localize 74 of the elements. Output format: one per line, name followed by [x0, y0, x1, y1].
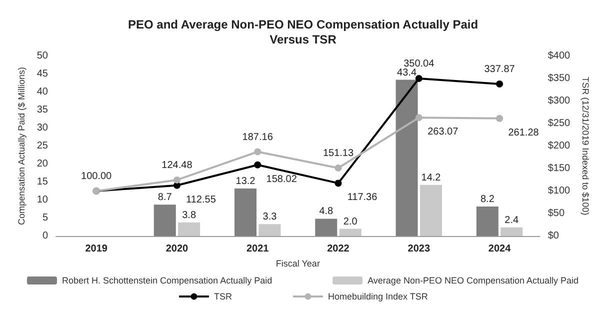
data-label: 100.00	[81, 171, 112, 182]
data-label: 3.8	[182, 210, 196, 221]
y-tick-label: 5	[42, 212, 48, 224]
data-label: 14.2	[421, 172, 442, 184]
point	[496, 114, 504, 122]
data-label: 117.36	[347, 192, 378, 204]
x-tick-label: 2022	[327, 244, 350, 254]
y-tick-label: 40	[36, 86, 48, 98]
x-tick-label: 2021	[246, 244, 270, 254]
y2-tick-label: $150	[548, 163, 571, 174]
legend-label: TSR	[214, 292, 232, 302]
y-tick-label: 10	[36, 194, 48, 206]
point	[254, 148, 262, 156]
data-label: 3.3	[262, 212, 278, 223]
y-tick-label: 20	[36, 158, 48, 170]
point	[415, 74, 422, 82]
y-tick-label: 35	[36, 104, 48, 116]
data-label: 158.02	[266, 174, 298, 185]
bar	[315, 218, 338, 236]
bar	[420, 184, 442, 236]
data-label: 350.04	[404, 58, 435, 70]
y-tick-label: 0	[42, 230, 48, 242]
data-label: 112.55	[186, 194, 216, 206]
bar	[234, 188, 257, 236]
x-axis-title: Fiscal Year	[276, 258, 320, 268]
data-label: 13.2	[236, 176, 256, 187]
bar	[476, 206, 498, 236]
point	[173, 176, 180, 184]
y-tick-label: 45	[36, 68, 48, 80]
bar	[339, 228, 362, 236]
y-tick-label: 15	[36, 176, 48, 188]
y2-tick-label: $100	[548, 186, 571, 196]
point	[496, 80, 504, 88]
data-label: 187.16	[242, 132, 274, 143]
y-tick-label: 50	[36, 50, 48, 62]
legend-label: Robert H. Schottenstein Compensation Actually Paid	[62, 276, 272, 286]
y-tick-label: 25	[36, 140, 48, 152]
y2-tick-label: $250	[548, 118, 571, 129]
bar	[500, 227, 523, 236]
data-label: 4.8	[319, 206, 334, 218]
x-tick-label: 2019	[85, 244, 108, 254]
y2-tick-label: $350	[548, 73, 571, 84]
bar	[396, 80, 418, 236]
y2-axis-title: TSR (12/31/2019 Indexed to $100)	[580, 76, 590, 216]
point	[415, 114, 422, 122]
data-label: 2.4	[504, 214, 520, 226]
data-label: 8.2	[480, 194, 495, 205]
data-label: 8.7	[158, 192, 172, 204]
y2-tick-label: $200	[548, 140, 571, 152]
data-label: 263.07	[428, 126, 459, 138]
y2-tick-label: $300	[548, 96, 571, 106]
data-label: 337.87	[484, 64, 516, 75]
data-label: 151.13	[322, 148, 354, 159]
chart-title: PEO and Average Non-PEO NEO Compensation Actually Paid Versus TSR	[128, 18, 478, 46]
x-tick-label: 2024	[488, 244, 512, 254]
x-tick-label: 2023	[408, 244, 430, 254]
point	[334, 164, 342, 172]
bar	[154, 204, 176, 236]
point	[334, 180, 342, 187]
data-label: 124.48	[162, 160, 193, 171]
bar	[178, 222, 200, 236]
y-axis-title: Compensation Actually Paid ($ Millions)	[16, 66, 26, 226]
data-label: 2.0	[343, 216, 358, 228]
legend-label: Average Non-PEO NEO Compensation Actually Paid	[368, 276, 579, 286]
y2-tick-label: $50	[548, 208, 565, 219]
data-label: 261.28	[508, 127, 540, 138]
y-tick-label: 30	[36, 122, 48, 134]
bar	[258, 224, 281, 236]
point	[254, 161, 262, 168]
x-tick-label: 2020	[166, 244, 189, 254]
y2-tick-label: $400	[548, 50, 571, 62]
y2-tick-label: $0	[548, 230, 560, 242]
data-label: 43.4	[397, 67, 417, 78]
legend-label: Homebuilding Index TSR	[328, 292, 428, 302]
